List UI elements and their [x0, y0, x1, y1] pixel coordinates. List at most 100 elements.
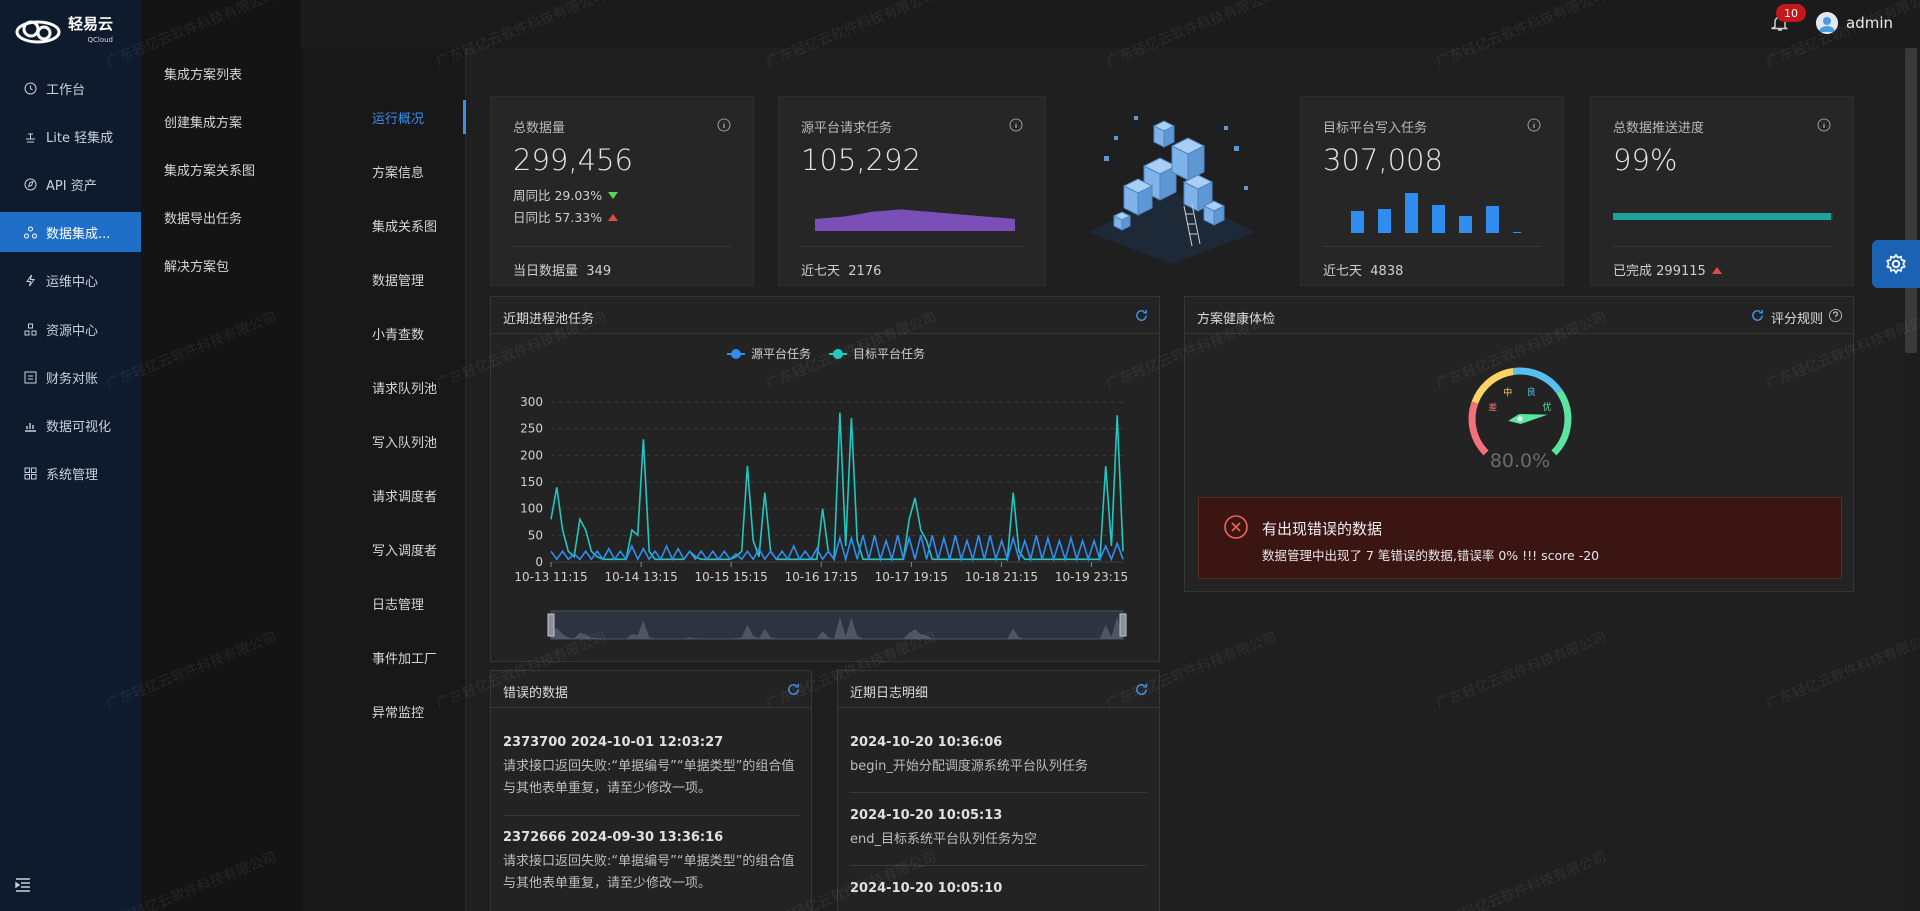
- inner-nav-item-6[interactable]: 写入队列池: [372, 436, 438, 451]
- sidebar-item-label: 资源中心: [46, 323, 99, 339]
- zoom-handle-right[interactable]: [1119, 613, 1127, 637]
- y-tick-label: 200: [520, 448, 543, 462]
- sidebar-item-label: 数据可视化: [46, 419, 112, 435]
- sidebar-item-5[interactable]: 资源中心: [0, 309, 141, 349]
- scoring-rules-link[interactable]: 评分规则: [1770, 312, 1823, 327]
- sidebar-item-label: API 资产: [46, 178, 97, 194]
- zoom-preview: [551, 616, 1123, 639]
- divider: [850, 792, 1147, 793]
- inner-nav-item-4[interactable]: 小青查数: [372, 328, 425, 343]
- target-bar-chart: [1351, 193, 1521, 233]
- refresh-icon[interactable]: [1750, 308, 1765, 323]
- sidebar-item-8[interactable]: 系统管理: [0, 453, 141, 493]
- panel-title: 错误的数据: [503, 686, 569, 701]
- gauge-pointer: [1508, 414, 1548, 424]
- zoom-handle-left[interactable]: [547, 613, 555, 637]
- sidebar-item-0[interactable]: 工作台: [0, 68, 141, 108]
- watermark-text: 广东轻亿云软件科技有限公司: [1764, 629, 1920, 713]
- subnav-item-4[interactable]: 解决方案包: [164, 260, 230, 275]
- recent-logs-panel: 近期日志明细 2024-10-20 10:36:06 begin_开始分配调度源…: [837, 670, 1160, 911]
- panel-header: 方案健康体检 评分规则: [1185, 297, 1853, 334]
- avatar[interactable]: [1816, 12, 1838, 34]
- inner-nav-item-5[interactable]: 请求队列池: [372, 382, 438, 397]
- list-item[interactable]: 2024-10-20 10:36:06 begin_开始分配调度源系统平台队列任…: [850, 735, 1147, 778]
- gauge-value: 80.0%: [1490, 450, 1550, 472]
- stat-foot: 已完成 299115: [1613, 260, 1722, 279]
- list-item[interactable]: 2024-10-20 10:05:10: [850, 881, 1147, 896]
- inner-nav-item-1[interactable]: 方案信息: [372, 166, 425, 181]
- finance-icon: [24, 371, 37, 383]
- y-tick-label: 300: [520, 395, 543, 409]
- sidebar-item-label: Lite 轻集成: [46, 130, 114, 146]
- subnav-item-0[interactable]: 集成方案列表: [164, 68, 243, 83]
- scrollbar-thumb[interactable]: [1905, 48, 1917, 353]
- bar-6: [1513, 232, 1521, 233]
- inner-nav-item-11[interactable]: 异常监控: [372, 706, 425, 721]
- subnav-item-3[interactable]: 数据导出任务: [164, 212, 243, 227]
- list-item[interactable]: 2373700 2024-10-01 12:03:27 请求接口返回失败:“单据…: [503, 735, 799, 800]
- sidebar-item-label: 数据集成...: [46, 226, 111, 242]
- collapse-menu-icon[interactable]: [15, 878, 31, 892]
- stat-value: 105,292: [801, 143, 921, 177]
- settings-grid-icon: [24, 467, 37, 479]
- sidebar-item-6[interactable]: 财务对账: [0, 357, 141, 397]
- gauge-label-excellent: 优: [1542, 401, 1551, 413]
- gauge-label-good: 良: [1527, 386, 1536, 398]
- list-item[interactable]: 2372666 2024-09-30 13:36:16 请求接口返回失败:“单据…: [503, 830, 799, 895]
- inner-nav-item-0[interactable]: 运行概况: [372, 112, 425, 127]
- stat-foot: 当日数据量 349: [513, 260, 611, 279]
- divider: [1613, 246, 1831, 247]
- alert-title: 有出现错误的数据: [1262, 520, 1383, 538]
- inner-nav-item-2[interactable]: 集成关系图: [372, 220, 438, 235]
- settings-button[interactable]: [1872, 240, 1920, 288]
- sidebar-item-label: 工作台: [46, 82, 86, 98]
- clock-icon: [24, 82, 37, 94]
- inner-nav: [301, 48, 466, 911]
- refresh-icon[interactable]: [1134, 682, 1149, 697]
- user-name[interactable]: admin: [1846, 14, 1893, 32]
- legend-label-0: 源平台任务: [751, 346, 811, 361]
- sidebar-item-4[interactable]: 运维中心: [0, 260, 141, 300]
- process-line-chart[interactable]: 源平台任务 目标平台任务 0 50 100 150 200 250 300 10-13 11:15…: [491, 334, 1159, 662]
- legend-label-1: 目标平台任务: [853, 346, 925, 361]
- subnav-item-2[interactable]: 集成方案关系图: [164, 164, 256, 179]
- trend-down-icon: [608, 192, 619, 199]
- info-icon[interactable]: [717, 118, 731, 132]
- error-alert: 有出现错误的数据 数据管理中出现了 7 笔错误的数据,错误率 0% !!! sc…: [1198, 497, 1842, 579]
- subnav-item-1[interactable]: 创建集成方案: [164, 116, 243, 131]
- info-icon[interactable]: [1817, 118, 1831, 132]
- info-icon[interactable]: [1009, 118, 1023, 132]
- stat-title: 总数据推送进度: [1613, 121, 1705, 136]
- y-tick-label: 250: [520, 422, 543, 436]
- x-tick-label: 10-15 15:15: [695, 570, 768, 584]
- stat-value: 307,008: [1323, 143, 1443, 177]
- inner-nav-item-9[interactable]: 日志管理: [372, 598, 425, 613]
- sidebar-item-7[interactable]: 数据可视化: [0, 405, 141, 445]
- list-item[interactable]: 2024-10-20 10:05:13 end_目标系统平台队列任务为空: [850, 808, 1147, 851]
- gear-icon: [1886, 253, 1906, 275]
- info-icon[interactable]: [1527, 118, 1541, 132]
- brand-logo[interactable]: 轻易云 QCloud: [14, 14, 124, 50]
- wow-text: 周同比 29.03%: [513, 188, 603, 203]
- inner-nav-item-8[interactable]: 写入调度者: [372, 544, 438, 559]
- gauge-center: [1516, 415, 1524, 423]
- help-icon[interactable]: [1828, 308, 1843, 323]
- inner-nav-item-3[interactable]: 数据管理: [372, 274, 425, 289]
- stat-card-progress: 总数据推送进度 99% 已完成 299115: [1590, 96, 1854, 286]
- sidebar-item-2[interactable]: API 资产: [0, 164, 141, 204]
- item-head: 2373700 2024-10-01 12:03:27: [503, 735, 724, 750]
- progress-fill: [1613, 213, 1831, 220]
- notification-badge[interactable]: 10: [1776, 4, 1806, 22]
- y-tick-label: 100: [520, 502, 543, 516]
- inner-nav-item-10[interactable]: 事件加工厂: [372, 652, 438, 667]
- refresh-icon[interactable]: [1134, 308, 1149, 323]
- lite-icon: [26, 133, 35, 142]
- item-body: 请求接口返回失败:“单据编号”“单据类型”的组合值与其他表单重复，请至少修改一项…: [503, 759, 795, 796]
- inner-nav-item-7[interactable]: 请求调度者: [372, 490, 438, 505]
- refresh-icon[interactable]: [786, 682, 801, 697]
- gauge-arc: [1512, 367, 1563, 394]
- foot-label: 已完成: [1613, 264, 1653, 279]
- sidebar-item-1[interactable]: Lite 轻集成: [0, 116, 141, 156]
- x-tick-label: 10-13 11:15: [514, 570, 587, 584]
- sidebar-item-3[interactable]: 数据集成...: [0, 212, 141, 252]
